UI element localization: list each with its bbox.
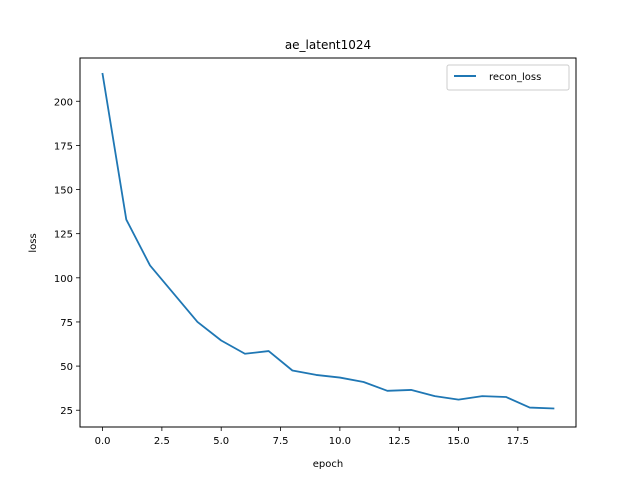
x-tick-label: 17.5 [507, 436, 529, 447]
axes-frame [79, 57, 577, 428]
x-tick-label: 7.5 [273, 436, 289, 447]
series-line-recon-loss [101, 72, 555, 410]
x-tick-label: 12.5 [388, 436, 410, 447]
x-tick-label: 15.0 [447, 436, 469, 447]
x-axis-label: epoch [313, 459, 343, 470]
legend-label-recon-loss: recon_loss [489, 72, 541, 83]
x-tick-label: 5.0 [213, 436, 229, 447]
y-axis-label: loss [28, 233, 39, 252]
x-axis: 0.0 2.5 5.0 7.5 10.0 12.5 15.0 17.5 [95, 427, 529, 447]
y-axis: 25 50 75 100 125 150 175 200 [54, 97, 80, 417]
y-tick-label: 150 [54, 186, 73, 197]
x-tick-label: 10.0 [329, 436, 351, 447]
x-tick-label: 2.5 [154, 436, 170, 447]
legend-box [446, 64, 570, 91]
y-tick-label: 50 [60, 362, 73, 373]
y-tick-label: 200 [54, 97, 73, 108]
y-tick-label: 125 [54, 230, 73, 241]
y-tick-label: 25 [60, 406, 73, 417]
plot-area [101, 72, 555, 410]
chart-title: ae_latent1024 [285, 38, 371, 52]
x-tick-label: 0.0 [95, 436, 111, 447]
y-tick-label: 100 [54, 274, 73, 285]
legend: recon_loss [446, 64, 570, 91]
y-tick-label: 75 [60, 318, 73, 329]
y-tick-label: 175 [54, 141, 73, 152]
